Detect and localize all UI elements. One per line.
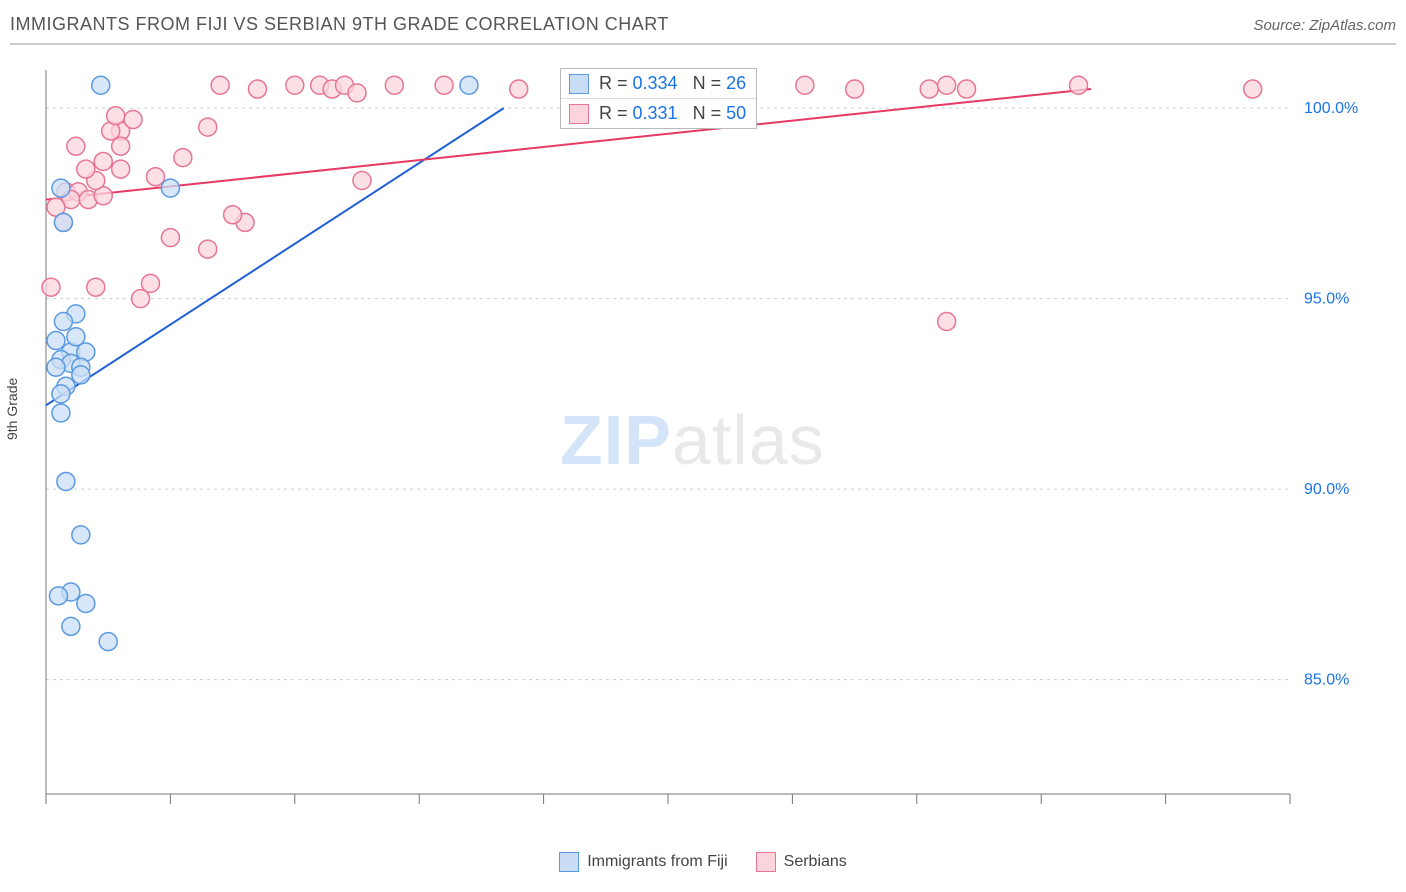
data-point-fiji	[62, 617, 80, 635]
data-point-serbian	[348, 84, 366, 102]
data-point-serbian	[958, 80, 976, 98]
y-tick-label: 90.0%	[1304, 481, 1349, 498]
legend-item-fiji: Immigrants from Fiji	[559, 852, 727, 872]
y-axis-label: 9th Grade	[4, 378, 20, 440]
data-point-serbian	[211, 76, 229, 94]
data-point-fiji	[52, 404, 70, 422]
data-point-serbian	[846, 80, 864, 98]
data-point-serbian	[353, 172, 371, 190]
stats-legend-box: R = 0.334 N = 26 R = 0.331 N = 50	[560, 68, 757, 129]
data-point-serbian	[938, 312, 956, 330]
data-point-serbian	[1244, 80, 1262, 98]
data-point-serbian	[174, 149, 192, 167]
legend-swatch	[559, 852, 579, 872]
data-point-serbian	[199, 240, 217, 258]
data-point-serbian	[510, 80, 528, 98]
stat-text: R = 0.331 N = 50	[599, 103, 746, 124]
data-point-fiji	[99, 633, 117, 651]
data-point-serbian	[146, 168, 164, 186]
bottom-legend: Immigrants from Fiji Serbians	[0, 852, 1406, 872]
data-point-serbian	[107, 107, 125, 125]
stat-text: R = 0.334 N = 26	[599, 73, 746, 94]
data-point-serbian	[920, 80, 938, 98]
data-point-fiji	[54, 213, 72, 231]
data-point-serbian	[132, 290, 150, 308]
data-point-fiji	[72, 366, 90, 384]
data-point-serbian	[94, 152, 112, 170]
data-point-serbian	[796, 76, 814, 94]
stat-row-serbian: R = 0.331 N = 50	[561, 99, 756, 128]
data-point-serbian	[248, 80, 266, 98]
source-label: Source: ZipAtlas.com	[1253, 17, 1396, 34]
legend-label: Immigrants from Fiji	[587, 853, 727, 871]
chart-area: 85.0%90.0%95.0%100.0%0.0%50.0%	[40, 66, 1380, 816]
data-point-serbian	[112, 160, 130, 178]
stat-row-fiji: R = 0.334 N = 26	[561, 69, 756, 99]
legend-item-serbian: Serbians	[756, 852, 847, 872]
data-point-serbian	[42, 278, 60, 296]
data-point-serbian	[161, 229, 179, 247]
data-point-fiji	[460, 76, 478, 94]
data-point-fiji	[92, 76, 110, 94]
data-point-fiji	[52, 385, 70, 403]
data-point-serbian	[385, 76, 403, 94]
data-point-serbian	[77, 160, 95, 178]
chart-title: IMMIGRANTS FROM FIJI VS SERBIAN 9TH GRAD…	[10, 14, 669, 35]
data-point-serbian	[124, 111, 142, 129]
data-point-fiji	[161, 179, 179, 197]
data-point-fiji	[49, 587, 67, 605]
data-point-fiji	[57, 473, 75, 491]
data-point-serbian	[435, 76, 453, 94]
data-point-serbian	[199, 118, 217, 136]
y-tick-label: 100.0%	[1304, 100, 1358, 117]
data-point-fiji	[67, 328, 85, 346]
data-point-serbian	[1070, 76, 1088, 94]
data-point-fiji	[47, 358, 65, 376]
data-point-serbian	[938, 76, 956, 94]
data-point-fiji	[54, 312, 72, 330]
data-point-serbian	[286, 76, 304, 94]
data-point-fiji	[47, 332, 65, 350]
data-point-serbian	[67, 137, 85, 155]
stat-swatch	[569, 74, 589, 94]
data-point-serbian	[87, 278, 105, 296]
data-point-fiji	[72, 526, 90, 544]
data-point-serbian	[224, 206, 242, 224]
stat-swatch	[569, 104, 589, 124]
data-point-fiji	[77, 594, 95, 612]
y-tick-label: 85.0%	[1304, 672, 1349, 689]
data-point-fiji	[52, 179, 70, 197]
header-bar: IMMIGRANTS FROM FIJI VS SERBIAN 9TH GRAD…	[10, 14, 1396, 45]
y-tick-label: 95.0%	[1304, 291, 1349, 308]
scatter-plot: 85.0%90.0%95.0%100.0%0.0%50.0%	[40, 66, 1380, 816]
legend-label: Serbians	[784, 853, 847, 871]
legend-swatch	[756, 852, 776, 872]
